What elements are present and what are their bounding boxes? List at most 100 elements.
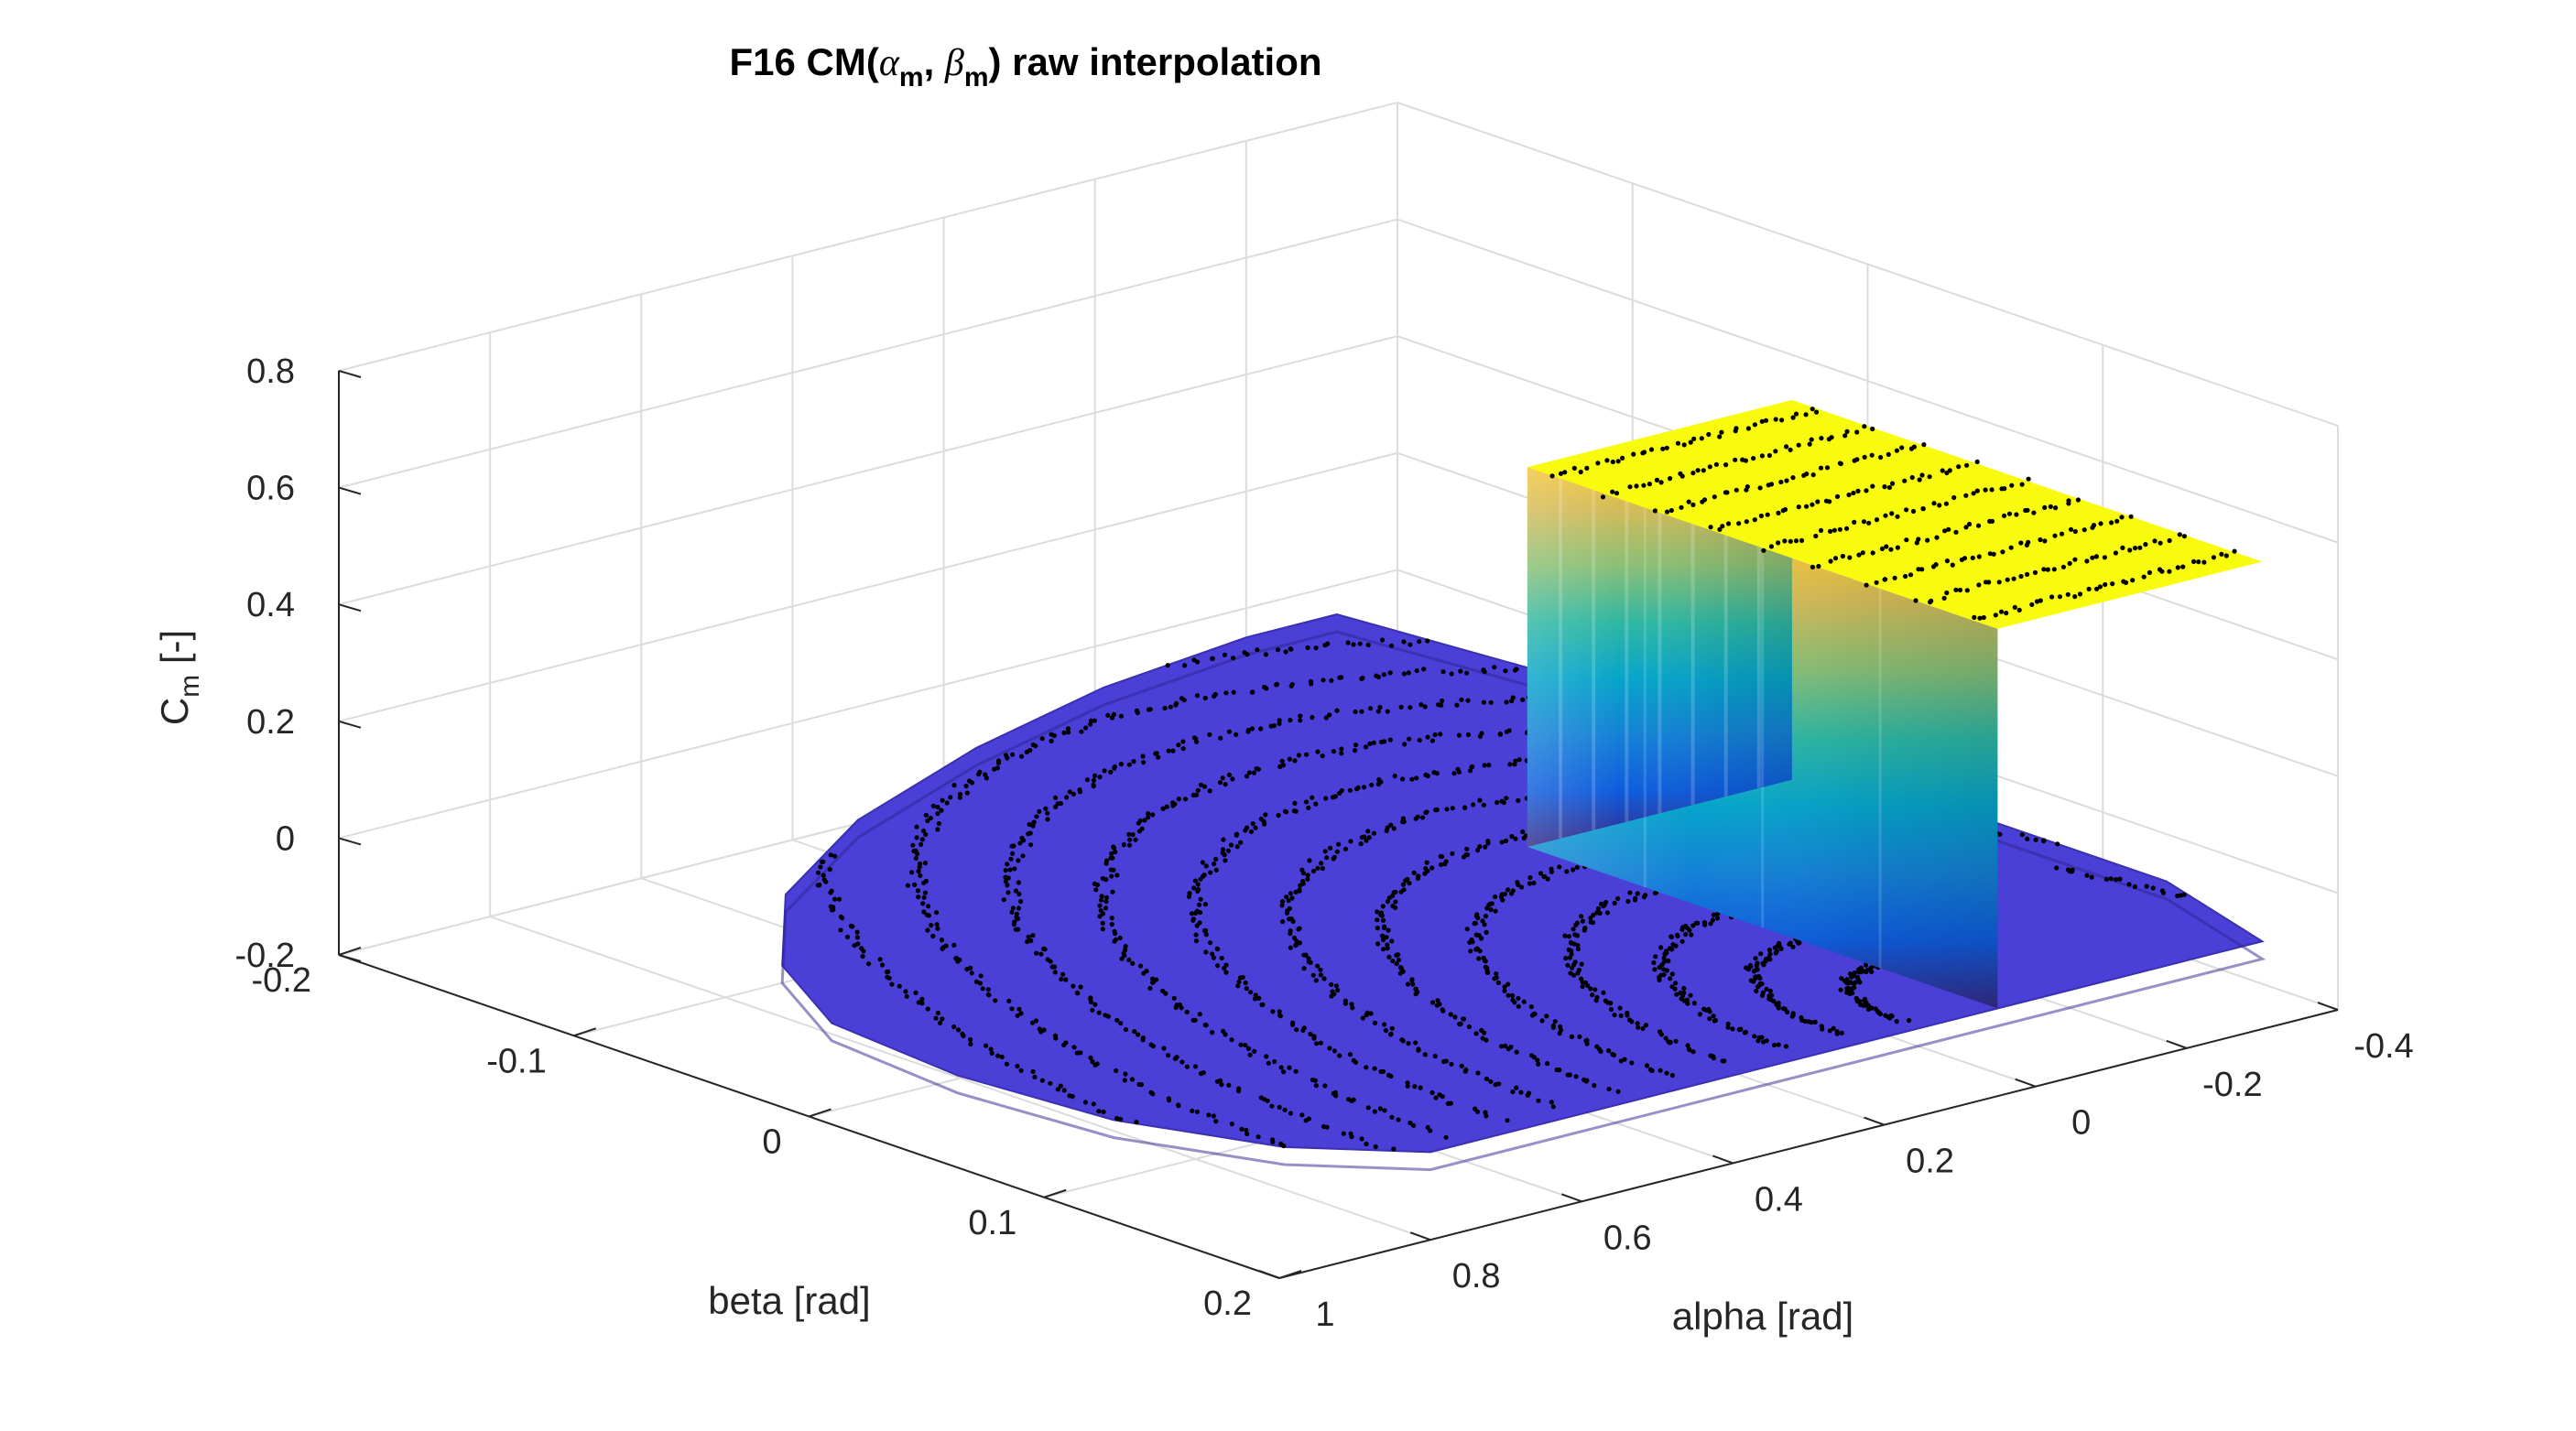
sample-point [1096, 1109, 1102, 1114]
sample-point [1359, 1136, 1364, 1142]
sample-point [1101, 1109, 1106, 1115]
sample-point [1569, 951, 1574, 957]
sample-point [1510, 997, 1516, 1003]
plateau-sample-point [1933, 562, 1939, 568]
plateau-sample-point [1763, 417, 1769, 423]
sample-point [1432, 732, 1438, 738]
sample-point [1459, 697, 1464, 703]
sample-point [1462, 805, 1468, 811]
sample-point [1286, 898, 1291, 904]
sample-point [1615, 1089, 1621, 1094]
sample-point [1268, 723, 1274, 729]
sample-point [1103, 905, 1109, 911]
sample-point [1127, 837, 1133, 842]
sample-point [1459, 1063, 1464, 1068]
sample-point [860, 953, 865, 959]
plateau-sample-point [2011, 576, 2016, 581]
sample-point [1193, 938, 1200, 944]
sample-point [836, 896, 842, 902]
sample-point [1562, 933, 1568, 938]
sample-point [1689, 932, 1694, 938]
plateau-sample-point [1951, 494, 1957, 501]
plateau-sample-point [1972, 614, 1977, 621]
sample-point [1592, 987, 1598, 992]
y-axis-label: beta [rad] [708, 1279, 870, 1322]
plateau-sample-point [1856, 552, 1862, 558]
sample-point [1484, 1037, 1489, 1043]
plateau-sample-point [1668, 507, 1674, 514]
alpha-tick-label: -0.4 [2353, 1027, 2413, 1066]
sample-point [1652, 967, 1658, 972]
sample-point [1339, 787, 1344, 794]
sample-point [1359, 709, 1364, 714]
sample-point [930, 933, 936, 939]
sample-point [1379, 913, 1385, 918]
plateau-sample-point [1829, 435, 1834, 440]
sample-point [1482, 958, 1487, 963]
plateau-sample-point [1953, 587, 1959, 592]
sample-point [2025, 836, 2030, 841]
sample-point [1489, 901, 1495, 906]
sample-point [1425, 1124, 1430, 1131]
sample-point [1395, 952, 1401, 958]
sample-point [2089, 874, 2094, 880]
sample-point [1714, 916, 1721, 921]
sample-point [1243, 980, 1248, 986]
sample-point [1288, 891, 1293, 896]
plateau-sample-point [2009, 482, 2015, 488]
sample-point [1572, 959, 1578, 965]
sample-point [1475, 1070, 1481, 1076]
sample-point [1495, 799, 1500, 806]
sample-point [1666, 958, 1671, 964]
sample-point [1219, 1082, 1224, 1088]
sample-point [1377, 704, 1383, 710]
sample-point [1382, 924, 1387, 929]
plateau-sample-point [1712, 494, 1717, 500]
sample-point [1777, 944, 1783, 949]
sample-point [1385, 942, 1390, 948]
sample-point [1055, 1087, 1060, 1092]
sample-point [1330, 795, 1336, 800]
sample-point [1003, 753, 1009, 758]
sample-point [1773, 945, 1778, 950]
sample-point [1294, 938, 1299, 944]
sample-point [1210, 656, 1215, 662]
sample-point [877, 957, 883, 962]
sample-point [1097, 903, 1103, 908]
plateau-sample-point [1831, 527, 1837, 533]
sample-point [1244, 774, 1250, 779]
sample-point [1458, 1021, 1463, 1026]
sample-point [1351, 1097, 1356, 1102]
sample-point [1074, 990, 1081, 995]
sample-point [1657, 974, 1662, 980]
sample-point [1488, 1079, 1494, 1084]
plateau-sample-point [1717, 526, 1723, 533]
sample-point [1192, 1017, 1198, 1023]
plateau-sample-point [1909, 474, 1915, 481]
sample-point [1480, 918, 1485, 924]
plateau-sample-point [1641, 450, 1647, 455]
sample-point [1497, 732, 1503, 737]
sample-point [1858, 965, 1864, 970]
plateau-sample-point [1844, 526, 1850, 531]
plateau-sample-point [1916, 537, 1921, 542]
sample-point [1020, 853, 1026, 859]
plateau-sample-point [1757, 485, 1763, 491]
sample-point [1353, 743, 1359, 748]
sample-point [1771, 1042, 1777, 1048]
sample-point [1265, 1098, 1270, 1103]
sample-point [1244, 986, 1249, 992]
sample-point [1197, 1012, 1202, 1017]
sample-point [1658, 1068, 1663, 1073]
sample-point [1329, 981, 1334, 987]
sample-point [1407, 881, 1412, 886]
sample-point [1305, 645, 1310, 651]
sample-point [1521, 999, 1527, 1004]
sample-point [969, 970, 974, 976]
sample-point [1566, 934, 1571, 939]
sample-point [1030, 933, 1036, 938]
sample-point [1304, 752, 1310, 757]
plateau-sample-point [1957, 587, 1963, 593]
plateau-sample-point [1584, 465, 1590, 471]
plateau-sample-point [1578, 469, 1583, 475]
